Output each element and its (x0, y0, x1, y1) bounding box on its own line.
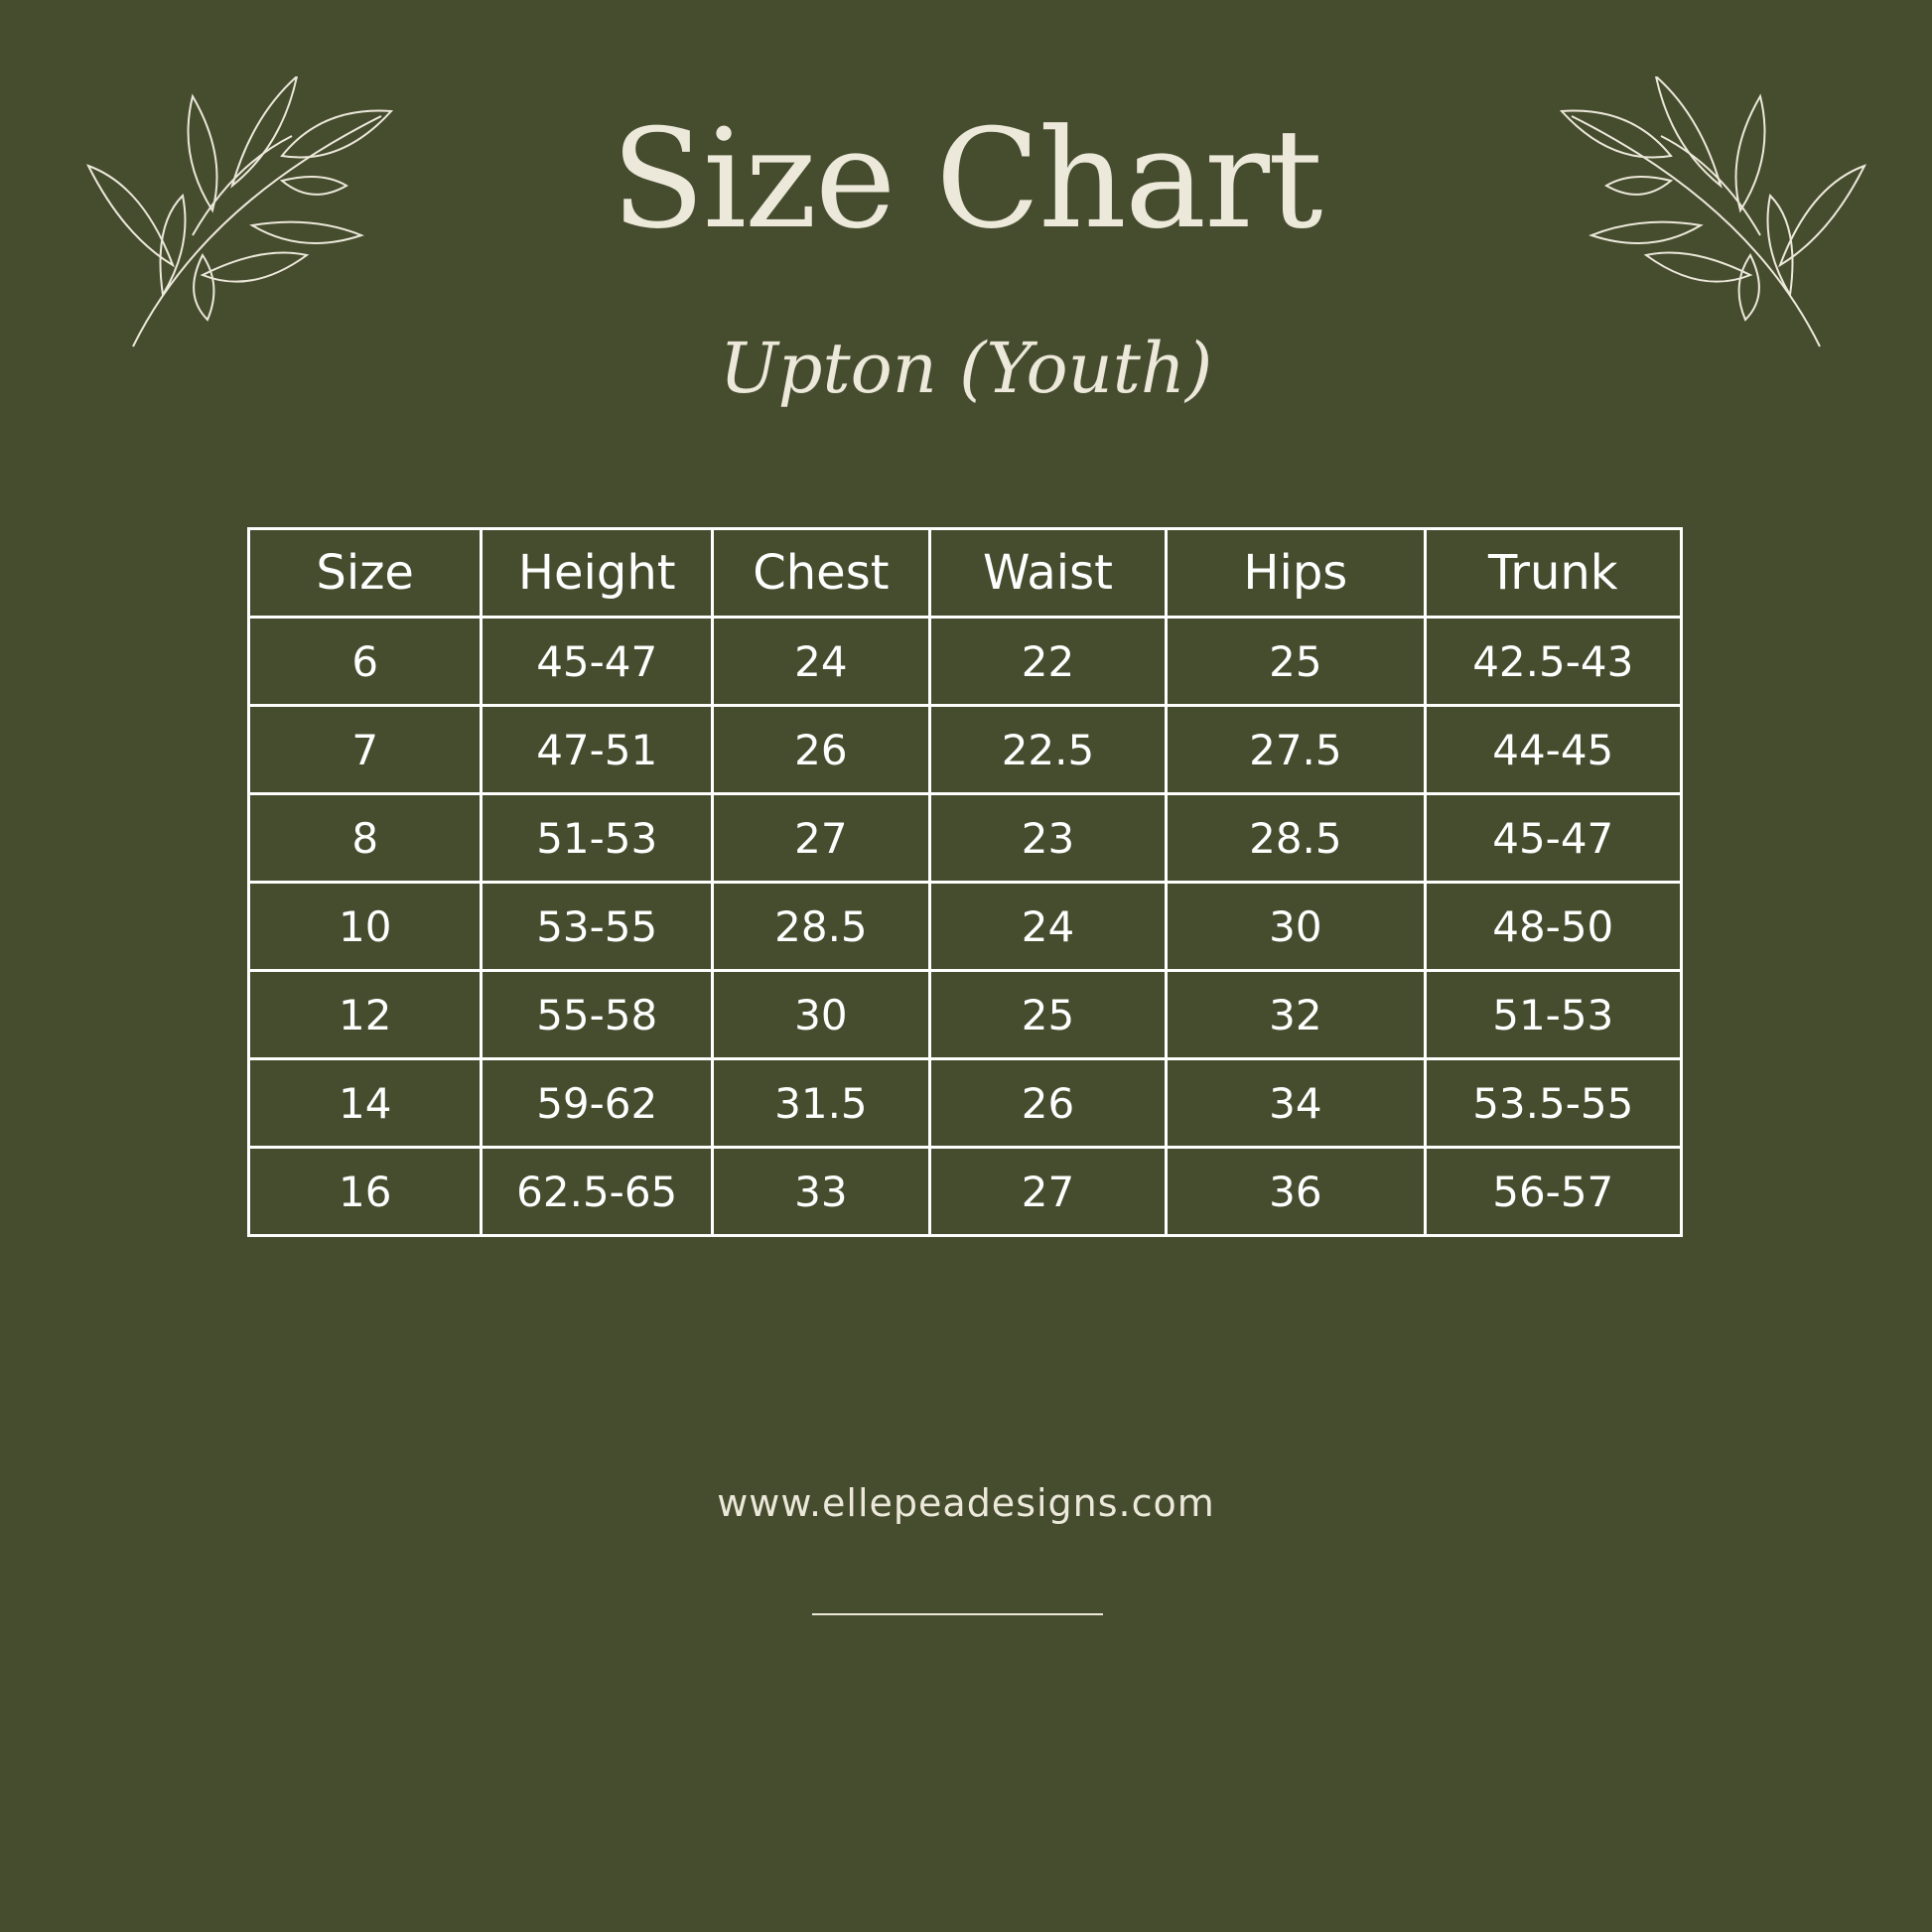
table-cell: 30 (711, 969, 931, 1060)
table-cell: 16 (246, 1146, 483, 1237)
table-cell: 59-62 (480, 1057, 715, 1149)
leaf-branch-icon (1560, 76, 1867, 347)
table-cell: 24 (711, 616, 931, 707)
table-cell: 27 (927, 1146, 1169, 1237)
table-row: 12 55-58 30 25 32 51-53 (246, 969, 1684, 1060)
column-header: Waist (927, 527, 1169, 619)
leaf-branch-icon (85, 76, 393, 347)
table-row: 8 51-53 27 23 28.5 45-47 (246, 792, 1684, 884)
table-cell: 53.5-55 (1423, 1057, 1684, 1149)
table-cell: 28.5 (1165, 792, 1427, 884)
table-cell: 24 (927, 881, 1169, 972)
table-cell: 12 (246, 969, 483, 1060)
table-cell: 34 (1165, 1057, 1427, 1149)
table-cell: 45-47 (480, 616, 715, 707)
table-cell: 31.5 (711, 1057, 931, 1149)
column-header: Height (480, 527, 715, 619)
table-cell: 53-55 (480, 881, 715, 972)
table-row: 14 59-62 31.5 26 34 53.5-55 (246, 1057, 1684, 1149)
table-cell: 36 (1165, 1146, 1427, 1237)
table-cell: 62.5-65 (480, 1146, 715, 1237)
table-cell: 25 (927, 969, 1169, 1060)
table-cell: 45-47 (1423, 792, 1684, 884)
column-header: Size (246, 527, 483, 619)
table-cell: 48-50 (1423, 881, 1684, 972)
table-cell: 7 (246, 704, 483, 795)
page-subtitle: Upton (Youth) (719, 328, 1213, 409)
divider (812, 1613, 1103, 1615)
table-cell: 26 (927, 1057, 1169, 1149)
table-header-row: Size Height Chest Waist Hips Trunk (246, 527, 1684, 619)
column-header: Trunk (1423, 527, 1684, 619)
table-cell: 23 (927, 792, 1169, 884)
table-cell: 56-57 (1423, 1146, 1684, 1237)
table-cell: 10 (246, 881, 483, 972)
table-cell: 6 (246, 616, 483, 707)
table-cell: 33 (711, 1146, 931, 1237)
table-cell: 22.5 (927, 704, 1169, 795)
table-row: 6 45-47 24 22 25 42.5-43 (246, 616, 1684, 707)
website-url: www.ellepeadesigns.com (717, 1481, 1215, 1525)
table-cell: 32 (1165, 969, 1427, 1060)
table-cell: 14 (246, 1057, 483, 1149)
table-cell: 55-58 (480, 969, 715, 1060)
table-cell: 27 (711, 792, 931, 884)
table-cell: 42.5-43 (1423, 616, 1684, 707)
page-title: Size Chart (611, 99, 1322, 259)
column-header: Chest (711, 527, 931, 619)
table-cell: 51-53 (1423, 969, 1684, 1060)
table-cell: 27.5 (1165, 704, 1427, 795)
table-cell: 8 (246, 792, 483, 884)
table-cell: 51-53 (480, 792, 715, 884)
table-cell: 47-51 (480, 704, 715, 795)
size-table: Size Height Chest Waist Hips Trunk 6 45-47 24 22… (246, 527, 1684, 1237)
table-row: 16 62.5-65 33 27 36 56-57 (246, 1146, 1684, 1237)
table-cell: 30 (1165, 881, 1427, 972)
table-row: 7 47-51 26 22.5 27.5 44-45 (246, 704, 1684, 795)
table-row: 10 53-55 28.5 24 30 48-50 (246, 881, 1684, 972)
table-cell: 26 (711, 704, 931, 795)
table-cell: 22 (927, 616, 1169, 707)
table-cell: 25 (1165, 616, 1427, 707)
table-cell: 28.5 (711, 881, 931, 972)
column-header: Hips (1165, 527, 1427, 619)
table-cell: 44-45 (1423, 704, 1684, 795)
